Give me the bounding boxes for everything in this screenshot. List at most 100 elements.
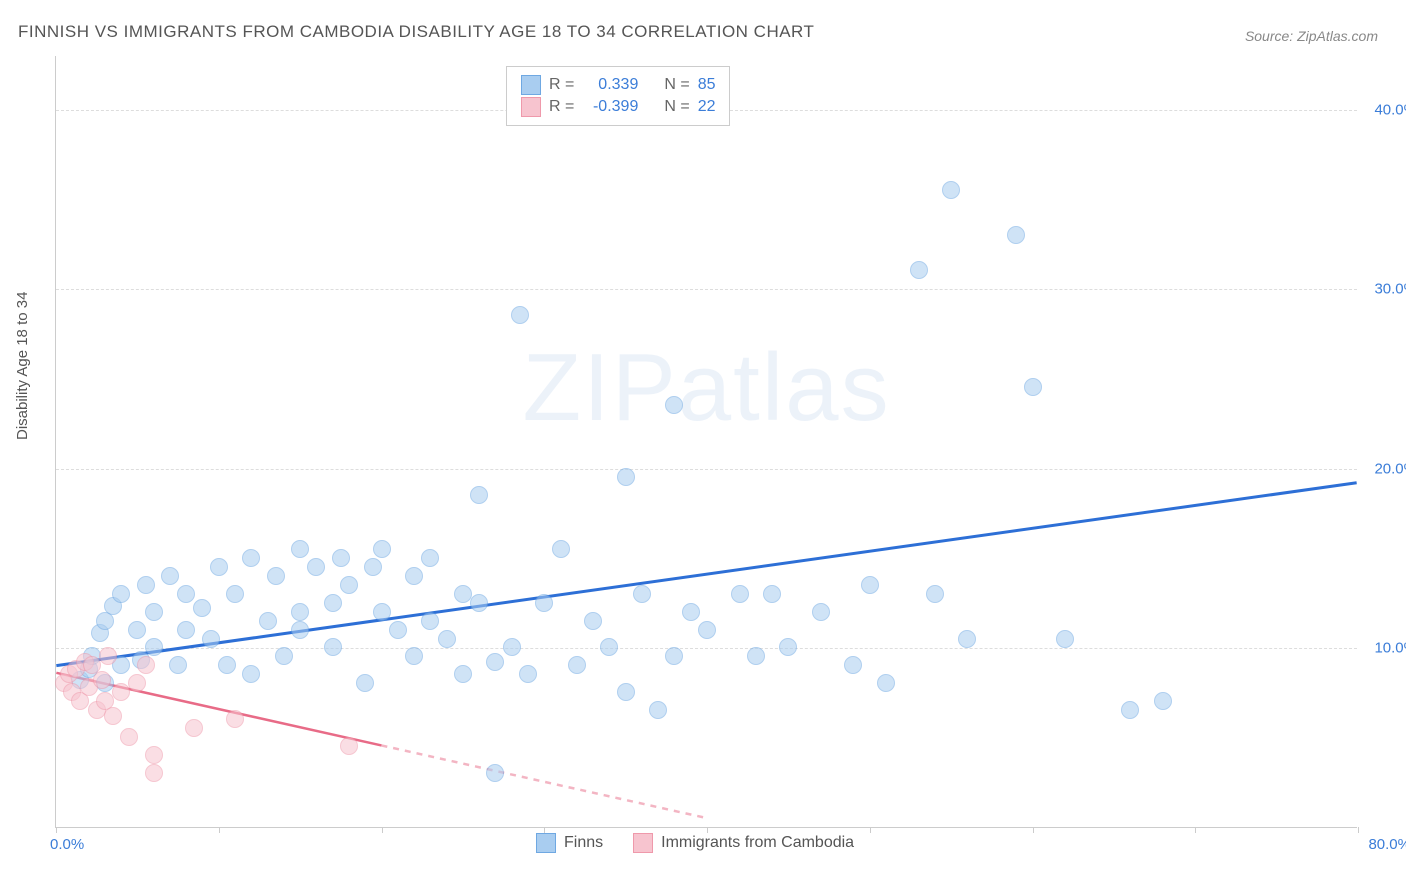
x-tick [56,827,57,833]
x-tick [1358,827,1359,833]
scatter-point [747,647,765,665]
scatter-point [332,549,350,567]
scatter-point [763,585,781,603]
y-tick-label: 30.0% [1367,281,1406,298]
scatter-point [185,719,203,737]
scatter-point [324,594,342,612]
scatter-point [584,612,602,630]
scatter-point [242,549,260,567]
scatter-point [364,558,382,576]
scatter-point [438,630,456,648]
scatter-point [210,558,228,576]
n-label: N = [664,98,689,116]
scatter-point [535,594,553,612]
y-axis-label: Disability Age 18 to 34 [14,292,31,440]
scatter-point [454,665,472,683]
scatter-point [910,261,928,279]
x-tick [1033,827,1034,833]
correlation-legend-row: R =0.339N =85 [521,75,715,95]
scatter-point [617,683,635,701]
legend-swatch [521,75,541,95]
x-tick-label: 0.0% [50,836,84,853]
scatter-point [177,585,195,603]
scatter-point [779,638,797,656]
series-legend-label: Finns [564,834,603,852]
scatter-point [812,603,830,621]
grid-line [56,648,1357,649]
scatter-point [202,630,220,648]
scatter-point [242,665,260,683]
scatter-point [844,656,862,674]
scatter-point [470,594,488,612]
scatter-point [291,621,309,639]
series-legend-label: Immigrants from Cambodia [661,834,854,852]
r-value: 0.339 [582,76,638,94]
scatter-point [698,621,716,639]
scatter-point [1007,226,1025,244]
y-tick-label: 40.0% [1367,101,1406,118]
scatter-point [519,665,537,683]
scatter-point [193,599,211,617]
correlation-legend-row: R = -0.399 N = 22 [521,97,715,117]
r-label: R = [549,98,574,116]
scatter-point [861,576,879,594]
plot-area: ZIPatlas 10.0%20.0%30.0%40.0%0.0%80.0% R… [55,56,1357,828]
scatter-point [177,621,195,639]
x-tick [870,827,871,833]
scatter-point [99,647,117,665]
scatter-point [1056,630,1074,648]
scatter-point [340,737,358,755]
scatter-point [112,683,130,701]
n-value: 85 [698,76,716,94]
scatter-point [1024,378,1042,396]
scatter-point [128,621,146,639]
scatter-point [291,603,309,621]
scatter-point [665,647,683,665]
scatter-point [926,585,944,603]
scatter-point [120,728,138,746]
series-legend-item: Immigrants from Cambodia [633,833,854,853]
x-tick [219,827,220,833]
scatter-point [649,701,667,719]
scatter-point [291,540,309,558]
chart-title: FINNISH VS IMMIGRANTS FROM CAMBODIA DISA… [18,22,814,42]
scatter-point [552,540,570,558]
legend-swatch [521,97,541,117]
scatter-point [112,585,130,603]
source-attribution: Source: ZipAtlas.com [1245,28,1378,44]
scatter-point [145,638,163,656]
scatter-point [421,549,439,567]
scatter-point [405,567,423,585]
scatter-point [405,647,423,665]
scatter-point [137,576,155,594]
scatter-point [307,558,325,576]
scatter-point [259,612,277,630]
scatter-point [682,603,700,621]
scatter-point [226,585,244,603]
scatter-point [275,647,293,665]
scatter-point [600,638,618,656]
y-tick-label: 10.0% [1367,640,1406,657]
scatter-point [324,638,342,656]
n-value: 22 [698,98,716,116]
scatter-point [93,671,111,689]
r-value: -0.399 [582,98,638,116]
scatter-point [218,656,236,674]
scatter-point [470,486,488,504]
trend-lines-svg [56,56,1357,827]
scatter-point [503,638,521,656]
scatter-point [137,656,155,674]
scatter-point [877,674,895,692]
series-legend: Finns Immigrants from Cambodia [536,833,854,853]
scatter-point [486,653,504,671]
series-legend-item: Finns [536,833,603,853]
scatter-point [633,585,651,603]
scatter-point [486,764,504,782]
scatter-point [454,585,472,603]
scatter-point [421,612,439,630]
scatter-point [958,630,976,648]
x-tick [1195,827,1196,833]
legend-swatch [536,833,556,853]
watermark-text: ZIPatlas [522,333,890,443]
scatter-point [145,603,163,621]
